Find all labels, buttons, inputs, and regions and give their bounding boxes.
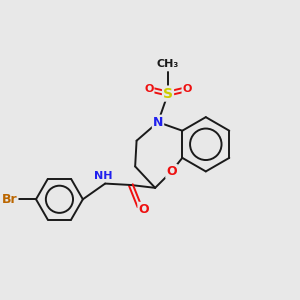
Text: O: O [182, 84, 192, 94]
Text: S: S [163, 87, 173, 100]
Text: CH₃: CH₃ [157, 58, 179, 69]
Text: Br: Br [2, 193, 17, 206]
Text: O: O [138, 203, 149, 216]
Text: N: N [153, 116, 163, 129]
Text: O: O [144, 84, 154, 94]
Text: O: O [166, 165, 177, 178]
Text: NH: NH [94, 171, 113, 181]
